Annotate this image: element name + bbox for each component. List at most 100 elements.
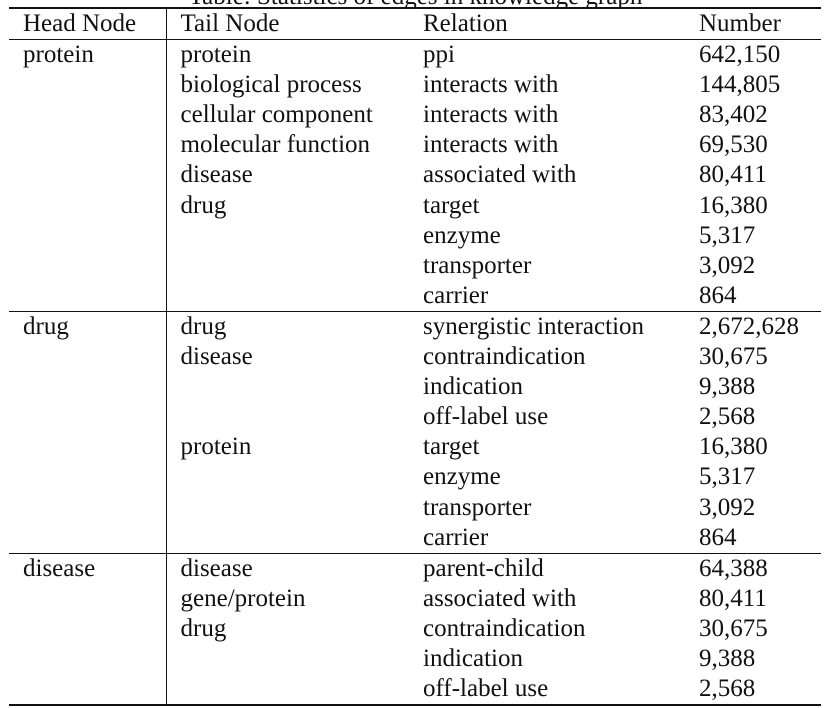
number-cell: 83,402: [699, 101, 768, 129]
group-drug: drug drug synergistic interaction 2,672,…: [9, 310, 821, 554]
table-row: drug contraindication 30,675: [9, 613, 821, 644]
relation-cell: ppi: [423, 41, 455, 69]
head-node-cell: [9, 613, 167, 644]
head-node-cell: [9, 70, 167, 101]
relation-cell: carrier: [423, 523, 489, 551]
relation-cell: associated with: [423, 584, 577, 612]
relation-cell: interacts with: [423, 101, 559, 129]
head-node-cell: [9, 220, 167, 251]
head-node-cell: [9, 462, 167, 493]
table-row: transporter 3,092: [9, 492, 821, 523]
tail-node-cell: [166, 462, 409, 492]
tail-node-cell: disease: [180, 161, 253, 189]
group-disease: disease disease parent-child 64,388 gene…: [9, 552, 821, 707]
head-node-cell: [9, 432, 167, 463]
relation-cell: indication: [423, 373, 523, 401]
table-row: disease associated with 80,411: [9, 160, 821, 191]
tail-node-cell: [166, 281, 409, 312]
head-node-cell: [9, 160, 167, 191]
table-row: transporter 3,092: [9, 250, 821, 281]
relation-cell: carrier: [423, 281, 489, 309]
head-node-cell: [9, 643, 167, 675]
head-node-cell: [9, 280, 167, 312]
tail-node-cell: drug: [180, 191, 227, 219]
table-row: enzyme 5,317: [9, 220, 821, 251]
relation-cell: transporter: [423, 493, 532, 521]
number-cell: 5,317: [699, 463, 756, 491]
tail-node-cell: [166, 402, 409, 432]
number-cell: 9,388: [699, 373, 756, 401]
table-header: Head Node Tail Node Relation Number: [9, 7, 821, 41]
head-node-cell: [9, 100, 167, 131]
table-row: gene/protein associated with 80,411: [9, 583, 821, 614]
table-row: carrier 864: [9, 522, 821, 554]
number-cell: 3,092: [699, 251, 756, 279]
head-node-cell: [9, 250, 167, 281]
table-row: indication 9,388: [9, 372, 821, 403]
head-node-cell: [9, 402, 167, 433]
header-tail-node: Tail Node: [166, 7, 409, 41]
tail-node-cell: [166, 372, 409, 402]
relation-cell: synergistic interaction: [409, 310, 685, 343]
table-row: molecular function interacts with 69,530: [9, 130, 821, 161]
number-cell: 2,568: [685, 674, 821, 707]
table-caption: Table: Statistics of edges in knowledge …: [0, 0, 831, 8]
tail-node-cell: gene/protein: [180, 584, 306, 612]
number-cell: 9,388: [699, 644, 756, 672]
relation-cell: enzyme: [423, 221, 501, 249]
tail-node-cell: molecular function: [180, 131, 371, 159]
table-row: cellular component interacts with 83,402: [9, 100, 821, 131]
table-row: disease disease parent-child 64,388: [9, 552, 821, 584]
number-cell: 80,411: [699, 161, 767, 189]
table-row: off-label use 2,568: [9, 402, 821, 433]
tail-node-cell: protein: [180, 433, 252, 461]
number-cell: 30,675: [699, 343, 768, 371]
header-row: Head Node Tail Node Relation Number: [9, 7, 821, 41]
relation-cell: interacts with: [423, 131, 559, 159]
table-row: off-label use 2,568: [9, 674, 821, 707]
head-node-cell: [9, 372, 167, 403]
relation-cell: contraindication: [423, 343, 586, 371]
tail-node-cell: cellular component: [180, 101, 373, 129]
relation-cell: target: [423, 191, 480, 219]
number-cell: 30,675: [699, 614, 768, 642]
number-cell: 144,805: [699, 71, 781, 99]
tail-node-cell: [166, 523, 409, 554]
relation-cell: indication: [423, 644, 523, 672]
tail-node-cell: [166, 251, 409, 281]
number-cell: 16,380: [699, 191, 768, 219]
tail-node-cell: drug: [166, 310, 409, 343]
number-cell: 864: [699, 523, 737, 551]
number-cell: 64,388: [685, 552, 821, 584]
header-number: Number: [685, 7, 821, 41]
number-cell: 69,530: [699, 131, 768, 159]
relation-cell: contraindication: [423, 614, 586, 642]
table-row: enzyme 5,317: [9, 462, 821, 493]
head-node-cell: [9, 583, 167, 614]
number-cell: 2,672,628: [685, 310, 821, 343]
header-relation: Relation: [409, 7, 685, 41]
tail-node-cell: biological process: [180, 71, 362, 99]
relation-cell: off-label use: [409, 674, 685, 707]
tail-node-cell: [166, 221, 409, 251]
relation-cell: enzyme: [423, 463, 501, 491]
number-cell: 80,411: [699, 584, 767, 612]
table-row: disease contraindication 30,675: [9, 342, 821, 373]
table-row: drug drug synergistic interaction 2,672,…: [9, 310, 821, 343]
number-cell: 3,092: [699, 493, 756, 521]
table-row: carrier 864: [9, 280, 821, 312]
tail-node-cell: disease: [180, 343, 253, 371]
number-cell: 16,380: [699, 433, 768, 461]
table-row: protein protein ppi 642,150: [9, 39, 821, 71]
relation-cell: target: [423, 433, 480, 461]
header-head-node: Head Node: [9, 7, 167, 41]
head-node-cell: protein: [9, 39, 167, 71]
tail-node-cell: [166, 644, 409, 674]
head-node-cell: [9, 674, 167, 707]
tail-node-cell: protein: [180, 41, 252, 69]
head-node-cell: [9, 522, 167, 554]
relation-cell: interacts with: [423, 71, 559, 99]
head-node-cell: drug: [9, 310, 167, 343]
table-row: drug target 16,380: [9, 190, 821, 221]
number-cell: 864: [699, 281, 737, 309]
